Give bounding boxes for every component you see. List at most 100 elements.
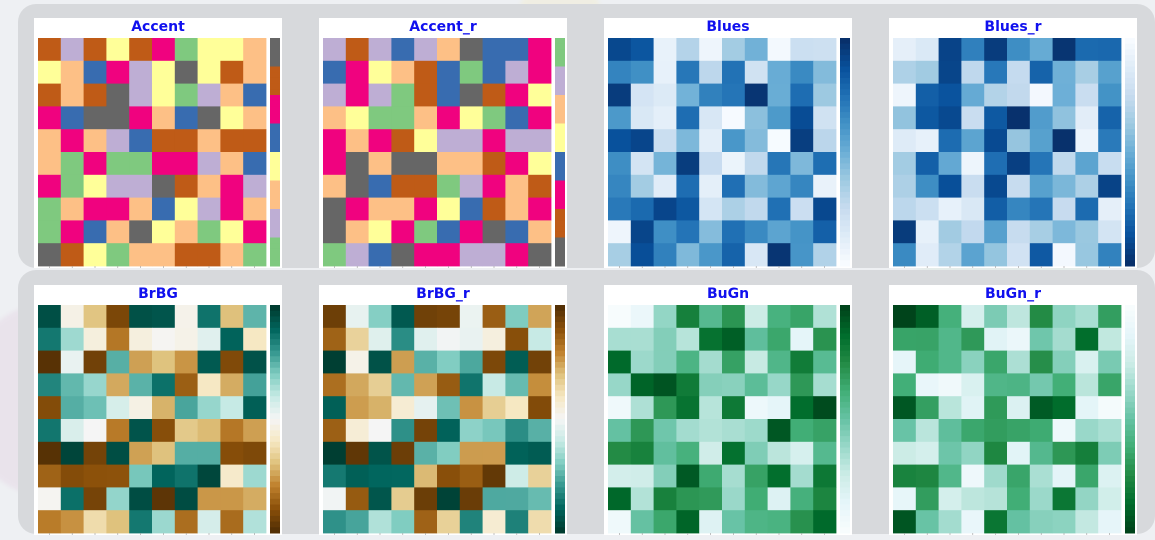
heatmap-cell <box>60 197 84 221</box>
colorbar-segment <box>270 248 280 256</box>
colorbar-segment <box>270 458 280 466</box>
heatmap-cell <box>414 373 438 397</box>
heatmap-cell <box>368 510 392 534</box>
heatmap-cell <box>129 350 153 374</box>
heatmap-cell <box>482 38 506 62</box>
heatmap-cell <box>676 441 700 465</box>
heatmap-cell <box>38 510 62 534</box>
colorbar-segment <box>555 66 565 73</box>
colorbar-segment <box>270 498 280 505</box>
heatmap-cell <box>608 487 632 511</box>
colorbar-segment <box>840 464 850 471</box>
heatmap-cell <box>60 129 84 153</box>
heatmap-cell <box>961 441 985 465</box>
colorbar-segment <box>555 243 565 250</box>
heatmap-cell <box>915 152 939 176</box>
heatmap-cell <box>1075 350 1099 374</box>
heatmap-cell <box>938 243 962 267</box>
heatmap-cell <box>345 243 369 267</box>
heatmap-cell <box>60 487 84 511</box>
heatmap-cell <box>676 350 700 374</box>
colorbar-segment <box>555 197 565 204</box>
heatmap-cell <box>414 441 438 465</box>
heatmap-cell <box>744 83 768 107</box>
colorbar-segment <box>840 401 850 409</box>
heatmap-cell <box>459 464 483 488</box>
heatmap-cell <box>482 441 506 465</box>
heatmap-cell <box>722 60 746 84</box>
colorbar-segment <box>840 419 850 426</box>
heatmap-cell <box>323 83 347 107</box>
heatmap-cell <box>528 220 552 244</box>
heatmap-cell <box>676 464 700 488</box>
heatmap-cell <box>915 220 939 244</box>
heatmap-cell <box>323 373 347 397</box>
heatmap-cell <box>1075 220 1099 244</box>
heatmap-cell <box>323 220 347 244</box>
heatmap-cell <box>106 441 130 465</box>
colorbar-segment <box>555 163 565 170</box>
heatmap-cell <box>60 464 84 488</box>
heatmap-cell <box>893 152 917 176</box>
colorbar-segment <box>840 129 850 136</box>
heatmap-cell <box>505 197 529 221</box>
heatmap-cell <box>437 106 461 130</box>
heatmap-cell <box>174 106 198 130</box>
heatmap-cell <box>608 441 632 465</box>
heatmap-cell <box>152 350 176 374</box>
colorbar-segment <box>270 146 280 153</box>
heatmap-cell <box>391 197 415 221</box>
heatmap-cell <box>790 220 814 244</box>
heatmap-cell <box>83 152 107 176</box>
colorbar-segment <box>1125 66 1135 73</box>
heatmap-cell <box>414 350 438 374</box>
heatmap-cell <box>505 220 529 244</box>
colorbar-segment <box>840 174 850 181</box>
heatmap-plot <box>893 38 1135 268</box>
heatmap-cell <box>482 60 506 84</box>
heatmap-cell <box>630 510 654 534</box>
colorbar-segment <box>270 476 280 483</box>
colorbar-segment <box>1125 419 1135 426</box>
colorbar-segment <box>1125 146 1135 153</box>
heatmap-cell <box>1075 106 1099 130</box>
colorbar-segment <box>1125 49 1135 56</box>
heatmap-cell <box>505 327 529 351</box>
heatmap-cell <box>83 441 107 465</box>
colorbar-segment <box>1125 401 1135 409</box>
colorbar-segment <box>840 493 850 500</box>
colorbar-segment <box>555 327 565 334</box>
heatmap-cell <box>1029 419 1053 443</box>
heatmap-cell <box>505 38 529 62</box>
colorbar-segment <box>1125 527 1135 534</box>
heatmap-cell <box>1052 38 1076 62</box>
colorbar-segment <box>840 333 850 340</box>
heatmap-cell <box>984 350 1008 374</box>
colorbar-segment <box>840 38 850 45</box>
heatmap-cell <box>938 510 962 534</box>
heatmap-cell <box>38 129 62 153</box>
heatmap-cell <box>1075 327 1099 351</box>
heatmap-cell <box>699 350 723 374</box>
colorbar-segment <box>270 112 280 119</box>
heatmap-cell <box>961 327 985 351</box>
heatmap-cell <box>1098 464 1122 488</box>
heatmap-cell <box>699 510 723 534</box>
heatmap-cell <box>414 106 438 130</box>
heatmap-cell <box>152 243 176 267</box>
colorbar-segment <box>270 100 280 107</box>
colorbar-segment <box>840 43 850 50</box>
colorbar-segment <box>555 322 565 329</box>
heatmap-cell <box>1052 83 1076 107</box>
colorbar-segment <box>840 100 850 107</box>
heatmap-cell <box>893 83 917 107</box>
colorbar-segment <box>840 95 850 102</box>
heatmap-cell <box>790 350 814 374</box>
colorbar-segment <box>1125 220 1135 227</box>
heatmap-cell <box>243 419 267 443</box>
heatmap-cell <box>437 396 461 420</box>
heatmap-cell <box>174 510 198 534</box>
heatmap-cell <box>174 305 198 329</box>
heatmap-cell <box>1075 510 1099 534</box>
heatmap-cell <box>938 464 962 488</box>
